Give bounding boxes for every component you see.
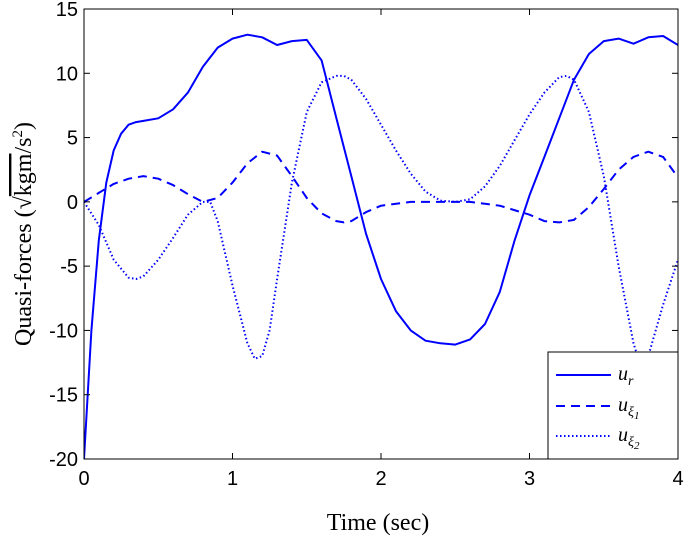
legend-label-2: uξ1	[618, 394, 640, 422]
series-line-2	[84, 150, 678, 224]
series-line-3	[84, 74, 678, 368]
x-tick-label: 1	[227, 468, 238, 490]
y-tick-label: -20	[49, 449, 78, 471]
x-axis-title: Time (sec)	[327, 510, 429, 536]
y-tick-label: -10	[49, 320, 78, 342]
ticks-layer: 0 1 2 3 4 15 10 5 0 -5 -10 -15 -20	[49, 0, 683, 490]
x-tick-label: 3	[524, 468, 535, 490]
y-axis-title-prefix: Quasi-forces (	[11, 209, 37, 346]
x-tick-label: 2	[375, 468, 386, 490]
y-axis-title: Quasi-forces (√kgm/s2)	[10, 122, 37, 346]
legend-label-3: uξ2	[618, 424, 640, 452]
y-axis-title-power: 2	[10, 130, 26, 138]
x-tick-label: 4	[672, 468, 683, 490]
y-tick-label: 5	[67, 128, 78, 150]
y-axis-title-close: )	[11, 122, 37, 130]
legend-label-1: ur	[618, 363, 634, 389]
series-layer	[84, 33, 678, 459]
series-line-1	[84, 33, 678, 459]
y-tick-label: 0	[67, 192, 78, 214]
x-tick-label: 0	[78, 468, 89, 490]
svg-text:Quasi-forces (√kgm/s2): Quasi-forces (√kgm/s2)	[10, 122, 37, 346]
plot-area	[84, 33, 678, 459]
y-axis-title-radicand: kgm	[11, 153, 37, 196]
y-tick-label: -5	[60, 256, 78, 278]
y-tick-label: 10	[56, 63, 78, 85]
y-axis-title-units: /s	[11, 138, 37, 154]
legend-box	[547, 351, 679, 460]
y-tick-label: -15	[49, 385, 78, 407]
y-tick-label: 15	[56, 0, 78, 21]
sqrt-symbol-icon: √	[11, 195, 37, 209]
